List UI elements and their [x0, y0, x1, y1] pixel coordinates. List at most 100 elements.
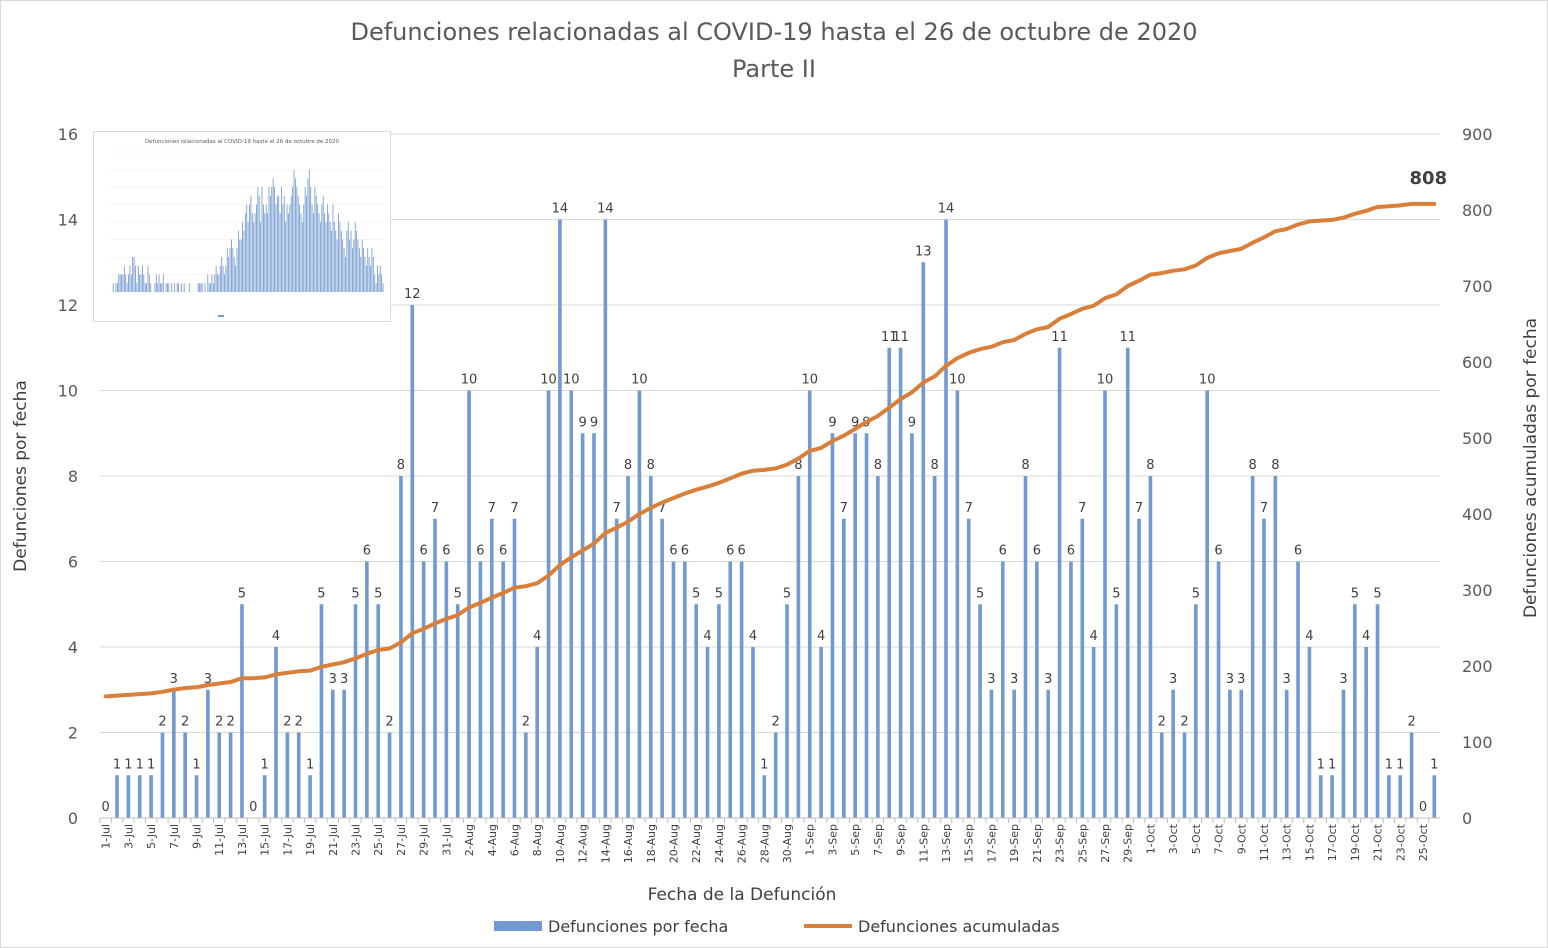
thumbnail-bar	[212, 283, 214, 292]
thumbnail-bar	[352, 248, 353, 292]
thumbnail-bar	[322, 195, 324, 292]
bar-data-label: 2	[158, 715, 166, 730]
bar-data-label: 0	[102, 800, 110, 815]
thumbnail-bar	[173, 283, 175, 292]
bar-data-label: 3	[1226, 672, 1234, 687]
bar	[524, 732, 528, 818]
bar-data-label: 4	[1305, 629, 1313, 644]
bar	[569, 390, 574, 818]
bar	[932, 476, 937, 818]
y-axis-right-title: Defunciones acumuladas por fecha	[1521, 318, 1541, 618]
bar	[1046, 689, 1051, 818]
thumbnail-bar	[167, 283, 168, 292]
bar	[1375, 604, 1380, 818]
x-tick-label: 9-Oct	[1235, 823, 1248, 854]
bar	[841, 518, 846, 818]
x-tick-label: 2-Aug	[463, 824, 476, 856]
thumbnail-bar	[324, 213, 326, 292]
bar	[785, 604, 789, 818]
bar	[365, 561, 369, 818]
bar-data-label: 13	[915, 244, 932, 259]
thumbnail-bar	[130, 274, 132, 292]
thumbnail-bar	[253, 222, 255, 292]
bar-data-label: 2	[1158, 715, 1166, 730]
bar-data-label: 2	[226, 715, 234, 730]
thumbnail-bar	[292, 187, 294, 292]
bar	[1182, 732, 1187, 818]
thumbnail-bar	[171, 283, 173, 292]
thumbnail-bar	[137, 265, 139, 292]
bar	[648, 476, 653, 818]
bar-data-label: 10	[1199, 373, 1216, 388]
x-tick-label: 15-Oct	[1303, 823, 1316, 861]
thumbnail-bar	[155, 274, 157, 292]
bar-data-label: 14	[938, 202, 955, 217]
thumbnail-bar	[311, 204, 313, 292]
bar-data-label: 10	[563, 373, 580, 388]
x-tick-label: 23-Jul	[350, 824, 363, 856]
chart-title: Defunciones relacionadas al COVID-19 has…	[350, 18, 1198, 46]
x-tick-label: 15-Jul	[259, 824, 272, 856]
bar-data-label: 7	[510, 501, 518, 516]
x-tick-label: 16-Aug	[622, 824, 635, 863]
bar-data-label: 6	[999, 544, 1007, 559]
thumbnail-bar	[232, 248, 234, 292]
bar-data-label: 1	[1396, 757, 1404, 772]
bar-data-label: 10	[540, 373, 557, 388]
thumbnail-bar	[371, 248, 373, 292]
y-left-tick-label: 6	[68, 553, 78, 572]
x-tick-label: 20-Aug	[667, 824, 680, 863]
thumbnail-bar	[288, 213, 289, 292]
bar	[876, 476, 880, 818]
thumbnail-bar	[318, 213, 320, 292]
bar-data-label: 6	[363, 544, 371, 559]
bar	[989, 689, 994, 818]
thumbnail-bar	[125, 274, 127, 292]
y-left-tick-label: 10	[58, 382, 78, 401]
y-right-tick-label: 200	[1462, 657, 1493, 676]
bar-data-label: 6	[442, 544, 450, 559]
thumbnail-bar	[222, 265, 224, 292]
thumbnail-bar	[239, 239, 241, 292]
bar-data-label: 7	[488, 501, 496, 516]
bar	[966, 518, 971, 818]
bar	[1194, 604, 1198, 818]
thumbnail-bar	[140, 274, 142, 292]
bar	[1091, 647, 1096, 818]
x-tick-label: 27-Jul	[395, 824, 408, 856]
bar	[501, 561, 505, 818]
bar	[342, 689, 346, 818]
bar-data-label: 4	[817, 629, 825, 644]
thumbnail-bar	[349, 239, 351, 292]
thumbnail-bar	[242, 222, 243, 292]
thumbnail-bar	[271, 187, 273, 292]
bar	[1353, 604, 1357, 818]
thumbnail-bar	[303, 204, 305, 292]
y-axis-right: 0 100 200 300 400 500 600 700 800 900	[1462, 125, 1493, 828]
bar	[603, 219, 608, 818]
bar	[671, 561, 676, 818]
thumbnail-bar	[278, 195, 280, 292]
bar-data-label: 4	[749, 629, 757, 644]
bar-data-label: 2	[295, 715, 303, 730]
bar-data-label: 1	[306, 757, 314, 772]
bar	[478, 561, 483, 818]
thumbnail-chart: Defunciones relacionadas al COVID-19 has…	[93, 131, 391, 322]
thumbnail-bar	[299, 204, 300, 292]
bar-data-label: 8	[1021, 458, 1029, 473]
bar	[149, 775, 153, 818]
thumbnail-bar	[139, 274, 141, 292]
bar	[1432, 775, 1437, 818]
x-tick-label: 3-Sep	[826, 824, 839, 856]
x-tick-label: 3-Oct	[1167, 823, 1180, 854]
bar-data-label: 8	[647, 458, 655, 473]
bar-data-label: 3	[340, 672, 348, 687]
thumbnail-bar	[121, 274, 122, 292]
thumbnail-bar	[313, 213, 314, 292]
bar-data-label: 4	[703, 629, 711, 644]
thumbnail-bar	[207, 274, 209, 292]
bar-data-label: 5	[783, 586, 791, 601]
thumbnail-bars	[112, 169, 384, 292]
thumbnail-bar	[147, 265, 149, 292]
bar	[1000, 561, 1005, 818]
